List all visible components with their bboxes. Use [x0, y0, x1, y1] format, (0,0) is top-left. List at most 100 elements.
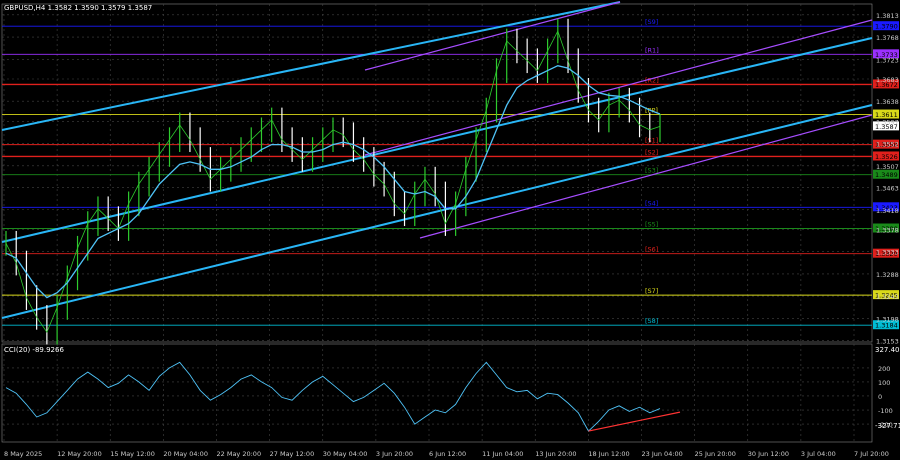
time-tick-label: 13 Jun 20:00 — [535, 450, 576, 458]
upper-channel-line — [1, 1, 621, 131]
middle-inner-channel — [364, 19, 873, 156]
price-tick-label: 1.3418 — [876, 207, 899, 215]
time-tick-label: 3 Jun 20:00 — [376, 450, 413, 458]
time-tick-label: 30 May 04:00 — [323, 450, 368, 458]
moving-average — [5, 65, 661, 299]
level-price-label: 1.3611 — [875, 111, 898, 119]
ma-line — [5, 65, 661, 299]
level-price-box — [873, 320, 899, 330]
cci-scale-bottom: -327.719 — [875, 422, 900, 430]
cci-tick-label: 0 — [878, 393, 882, 401]
level-tag-s9: [S9] — [645, 18, 658, 26]
price-axis: 1.38131.37681.37231.36831.36381.35971.35… — [876, 12, 899, 346]
level-price-box — [873, 169, 899, 179]
time-tick-label: 12 May 20:00 — [57, 450, 102, 458]
lower-channel-line — [1, 104, 873, 319]
level-price-label: 1.3550 — [875, 141, 898, 149]
upper-inner-channel — [364, 1, 621, 71]
price-tick-label: 1.3683 — [876, 76, 899, 84]
level-price-label: 1.3733 — [875, 51, 898, 59]
level-price-box — [873, 248, 899, 258]
time-tick-label: 6 Jun 12:00 — [429, 450, 466, 458]
price-tick-label: 1.3288 — [876, 271, 899, 279]
cci-scale-top: 327.4063 — [875, 346, 900, 354]
cci-series — [5, 361, 681, 432]
level-tag-s2: [S2] — [645, 148, 658, 156]
symbol-title: GBPUSD,H4 1.3582 1.3590 1.3579 1.3587 — [4, 4, 152, 12]
cci-divergence-line — [588, 411, 681, 432]
level-price-box — [873, 151, 899, 161]
price-tick-label: 1.3243 — [876, 293, 899, 301]
level-price-label: 1.3245 — [875, 292, 898, 300]
level-price-label: 1.3380 — [875, 225, 898, 233]
price-panel-border — [1, 3, 873, 343]
cci-tick-label: -100 — [878, 407, 893, 415]
price-tick-label: 1.3378 — [876, 226, 899, 234]
level-price-label: 1.3672 — [875, 81, 898, 89]
current-price-label: 1.3587 — [875, 123, 898, 131]
trend-channels — [1, 1, 873, 319]
time-tick-label: 22 May 20:00 — [217, 450, 262, 458]
price-tick-label: 1.3597 — [876, 118, 899, 126]
cci-tick-label: 100 — [878, 379, 890, 387]
cci-panel-border — [1, 343, 873, 443]
time-tick-label: 11 Jun 04:00 — [482, 450, 523, 458]
level-price-box — [873, 49, 899, 59]
level-tag-s1: [S1] — [645, 137, 658, 145]
level-tag-r1: [R1] — [645, 46, 659, 54]
time-tick-label: 8 May 2025 — [4, 450, 42, 458]
time-tick-label: 3 Jul 04:00 — [801, 450, 836, 458]
price-tick-label: 1.3507 — [876, 163, 899, 171]
level-tag-s5: [S5] — [645, 221, 658, 229]
current-price-box — [873, 121, 899, 131]
level-price-label: 1.3423 — [875, 204, 898, 212]
level-tag-s7: [S7] — [645, 287, 658, 295]
middle-channel-line — [1, 37, 873, 243]
level-price-label: 1.3184 — [875, 322, 898, 330]
price-tick-label: 1.3813 — [876, 12, 899, 20]
level-tag-r2: [R2] — [645, 76, 659, 84]
level-tag-s4: [S4] — [645, 199, 658, 207]
level-tag-s6: [S6] — [645, 246, 658, 254]
time-tick-label: 18 Jun 12:00 — [588, 450, 629, 458]
price-tick-label: 1.3723 — [876, 56, 899, 64]
price-grid — [1, 3, 873, 343]
cci-tick-label: 200 — [878, 365, 890, 373]
level-price-label: 1.3526 — [875, 153, 898, 161]
price-tick-label: 1.3153 — [876, 338, 899, 346]
time-tick-label: 25 Jun 20:00 — [695, 450, 736, 458]
level-price-box — [873, 21, 899, 31]
time-axis: 8 May 2025 12 May 20:00 15 May 12:00 20 May… — [4, 450, 889, 458]
price-tick-label: 1.3768 — [876, 34, 899, 42]
price-tick-label: 1.3198 — [876, 315, 899, 323]
level-price-box — [873, 202, 899, 212]
price-tick-label: 1.3333 — [876, 249, 899, 257]
level-price-label: 1.3489 — [875, 171, 898, 179]
cci-tick-label: -200 — [878, 421, 893, 429]
price-tick-label: 1.3552 — [876, 141, 899, 149]
pivot-levels: [R1]1.3733[R2]1.3672[PP]1.3611[S1]1.3550… — [2, 18, 899, 330]
level-price-label: 1.3329 — [875, 250, 898, 258]
time-tick-label: 7 Jul 20:00 — [854, 450, 889, 458]
cci-title: CCI(20) -89.9266 — [4, 346, 64, 354]
price-tick-label: 1.3638 — [876, 98, 899, 106]
level-price-box — [873, 223, 899, 233]
price-line — [5, 30, 661, 333]
time-tick-label: 20 May 04:00 — [163, 450, 208, 458]
time-tick-label: 27 May 12:00 — [270, 450, 315, 458]
cci-line — [5, 361, 661, 432]
level-price-label: 1.3790 — [875, 23, 898, 31]
level-tag-s3: [S3] — [645, 167, 658, 175]
level-price-box — [873, 109, 899, 119]
lower-inner-channel — [419, 114, 873, 239]
level-price-box — [873, 139, 899, 149]
price-tick-label: 1.3463 — [876, 185, 899, 193]
cci-axis: 200 100 0 -100 -200 — [878, 365, 893, 429]
level-price-box — [873, 290, 899, 300]
time-tick-label: 30 Jun 12:00 — [748, 450, 789, 458]
time-tick-label: 23 Jun 04:00 — [642, 450, 683, 458]
level-tag-s8: [S8] — [645, 317, 658, 325]
time-tick-label: 15 May 12:00 — [110, 450, 155, 458]
price-series — [5, 18, 661, 345]
